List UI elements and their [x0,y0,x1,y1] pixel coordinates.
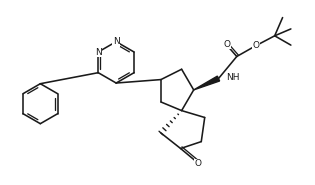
Text: O: O [194,159,201,168]
Text: O: O [224,40,231,49]
Polygon shape [194,76,220,90]
Text: N: N [113,37,119,46]
Text: NH: NH [226,73,240,82]
Text: O: O [253,41,260,50]
Text: N: N [95,48,102,56]
